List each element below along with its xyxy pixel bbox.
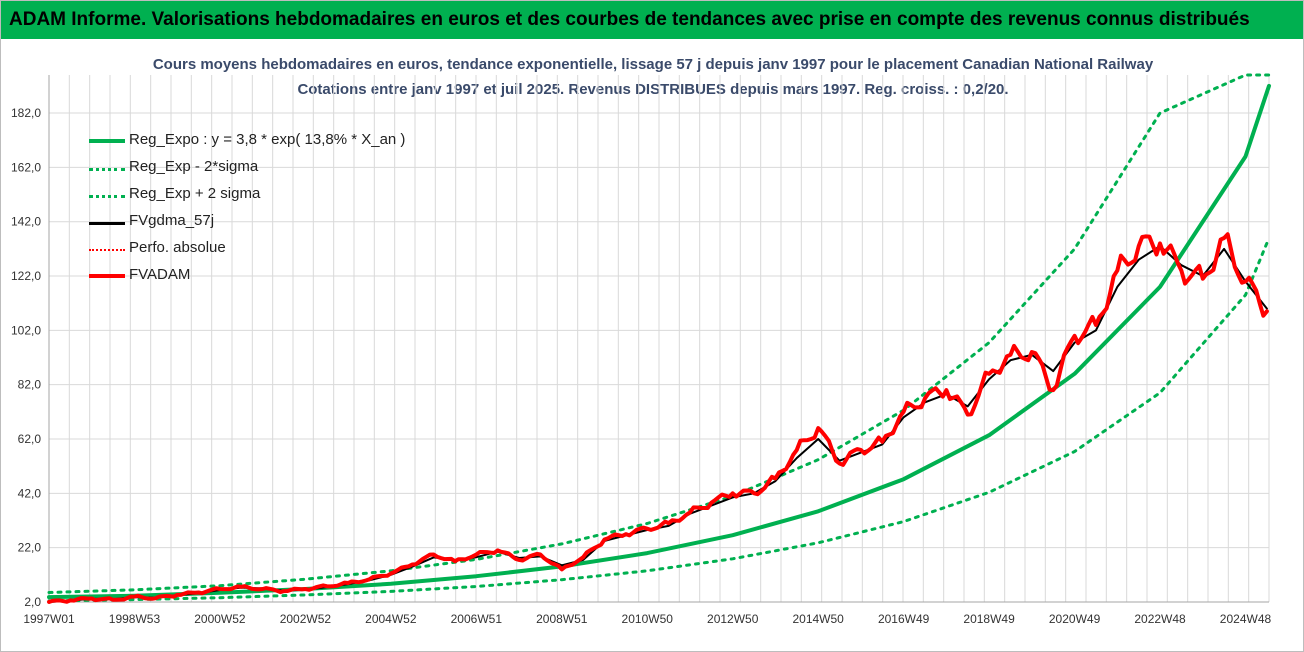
x-tick-label: 2010W50 — [622, 612, 674, 626]
legend-label-reg-expo: Reg_Expo : y = 3,8 * exp( 13,8% * X_an ) — [129, 131, 406, 148]
legend-label-reg-exp-minus: Reg_Exp - 2*sigma — [129, 158, 259, 175]
y-tick-label: 22,0 — [18, 541, 42, 555]
x-tick-label: 2018W49 — [963, 612, 1015, 626]
chart-subtitle: Cotations entre janv 1997 et juil 2025. … — [297, 81, 1009, 98]
x-tick-label: 2008W51 — [536, 612, 588, 626]
y-tick-label: 102,0 — [11, 323, 41, 337]
x-tick-label: 2012W50 — [707, 612, 759, 626]
y-tick-label: 82,0 — [18, 378, 42, 392]
x-tick-label: 2022W48 — [1134, 612, 1186, 626]
y-tick-label: 162,0 — [11, 160, 41, 174]
x-tick-label: 2006W51 — [451, 612, 503, 626]
banner-title: ADAM Informe. Valorisations hebdomadaire… — [9, 9, 1250, 30]
x-tick-label: 2020W49 — [1049, 612, 1101, 626]
x-tick-label: 2016W49 — [878, 612, 930, 626]
y-tick-label: 42,0 — [18, 486, 42, 500]
y-tick-label: 182,0 — [11, 106, 41, 120]
y-tick-label: 142,0 — [11, 215, 41, 229]
x-tick-label: 1997W01 — [23, 612, 75, 626]
x-tick-label: 2000W52 — [194, 612, 246, 626]
y-tick-label: 62,0 — [18, 432, 42, 446]
legend-label-perfo: Perfo. absolue — [129, 239, 226, 256]
x-tick-label: 1998W53 — [109, 612, 161, 626]
series-fvadam — [47, 232, 1269, 604]
legend-label-reg-exp-plus: Reg_Exp + 2 sigma — [129, 185, 261, 202]
legend-swatch-reg-exp-minus — [89, 168, 125, 171]
y-tick-label: 122,0 — [11, 269, 41, 283]
legend-swatch-reg-expo — [89, 139, 125, 143]
x-tick-label: 2004W52 — [365, 612, 417, 626]
x-tick-label: 2002W52 — [280, 612, 332, 626]
chart-title: Cours moyens hebdomadaires en euros, ten… — [152, 56, 1154, 73]
legend-label-fvgdma: FVgdma_57j — [129, 212, 215, 229]
series-reg-exp-minus-2sigma — [47, 236, 1271, 603]
report-banner: ADAM Informe. Valorisations hebdomadaire… — [1, 1, 1303, 39]
axis-layer: 2,0 22,0 42,0 62,0 82,0 102,0 122,0 142,0 162,0 1… — [11, 75, 1272, 626]
x-tick-label: 2014W50 — [792, 612, 844, 626]
legend-swatch-fvadam — [89, 274, 125, 278]
legend-swatch-fvgdma — [89, 222, 125, 225]
grid-layer — [49, 75, 1270, 603]
series-layer — [47, 73, 1271, 604]
y-tick-label: 2,0 — [24, 595, 41, 609]
legend-label-fvadam: FVADAM — [129, 266, 191, 283]
legend-swatch-reg-exp-plus — [89, 195, 125, 198]
legend-swatch-perfo — [89, 249, 125, 251]
x-tick-label: 2024W48 — [1220, 612, 1272, 626]
